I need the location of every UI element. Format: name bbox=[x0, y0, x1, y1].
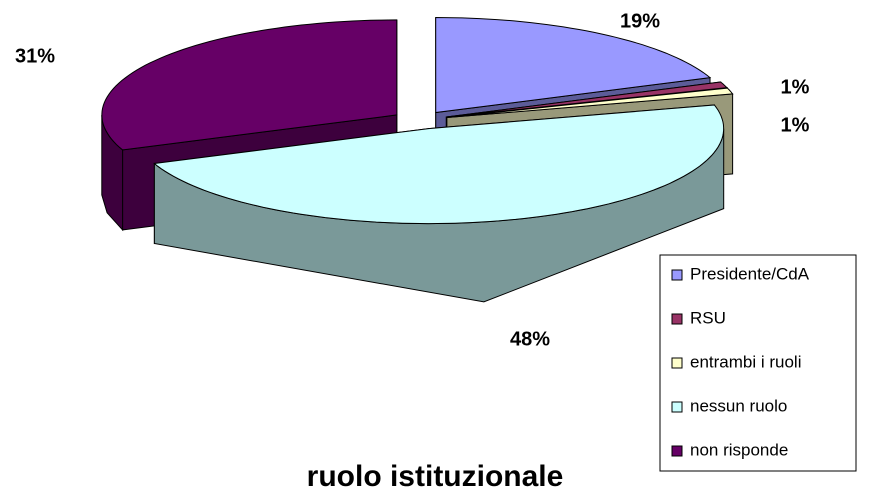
slice-top bbox=[435, 16, 712, 114]
pie bbox=[101, 16, 734, 303]
data-label: 31% bbox=[15, 45, 55, 67]
legend-label: non risponde bbox=[690, 440, 788, 459]
legend-swatch bbox=[671, 269, 683, 281]
legend-swatch bbox=[671, 445, 683, 457]
legend-label: RSU bbox=[690, 308, 726, 327]
data-label: 48% bbox=[510, 328, 550, 350]
slice-top bbox=[153, 104, 725, 225]
slice-top bbox=[446, 87, 734, 118]
legend-label: entrambi i ruoli bbox=[690, 352, 802, 371]
slice-top bbox=[446, 81, 729, 118]
legend-box bbox=[659, 254, 857, 472]
legend-label: Presidente/CdA bbox=[690, 264, 810, 283]
legend-swatch bbox=[671, 401, 683, 413]
data-label: 1% bbox=[781, 114, 810, 136]
slice-top bbox=[101, 19, 398, 151]
data-label: 1% bbox=[781, 76, 810, 98]
chart-title: ruolo istituzionale bbox=[307, 460, 564, 493]
data-label: 19% bbox=[620, 10, 660, 32]
legend-label: nessun ruolo bbox=[690, 396, 787, 415]
legend-swatch bbox=[671, 357, 683, 369]
legend-swatch bbox=[671, 313, 683, 325]
slice bbox=[153, 104, 725, 303]
